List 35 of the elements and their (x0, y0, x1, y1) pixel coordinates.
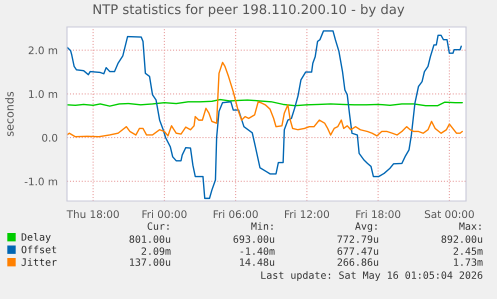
legend-label: Delay (22, 233, 51, 243)
y-tick-label: 0.0 (42, 134, 58, 142)
text: -1.40m (240, 247, 275, 255)
line-series (67, 62, 463, 138)
chart-title: NTP statistics for peer 198.110.200.10 - by day (94, 4, 404, 17)
x-tick-label: Fri 12:00 (285, 210, 330, 218)
y-tick-label: -1.0 m (24, 178, 58, 186)
text: Cur: (148, 222, 169, 230)
text: 892.00u (441, 235, 482, 243)
text: 2.45m (454, 247, 483, 255)
text: 14.48u (240, 258, 274, 266)
x-tick-label: Thu 18:00 (66, 210, 119, 218)
text: 137.00u (130, 258, 170, 266)
text: 772.79u (338, 235, 378, 243)
text: 2.09m (142, 247, 171, 255)
x-tick-label: Sat 00:00 (424, 210, 474, 218)
line-series (67, 30, 462, 200)
text: Max: (459, 222, 481, 230)
x-tick-label: Fri 18:00 (356, 210, 400, 218)
text: 266.86u (338, 258, 378, 266)
text: 693.00u (234, 235, 274, 243)
legend-label: Jitter (22, 258, 57, 266)
text: 801.00u (129, 235, 170, 243)
text: 677.47u (338, 247, 378, 255)
text: Min: (251, 222, 273, 230)
x-tick-label: Fri 06:00 (214, 210, 258, 218)
y-tick-label: 1.0 m (29, 90, 58, 98)
y-tick-label: 2.0 m (28, 46, 58, 54)
legend-label: Offset (22, 246, 56, 254)
y-axis-title: seconds (5, 92, 14, 136)
text: 1.73m (454, 258, 483, 266)
line-series (67, 98, 463, 107)
x-tick-label: Fri 00:00 (142, 210, 187, 218)
text: Avg: (355, 222, 377, 232)
text: Last update: Sat May 16 01:05:04 2026 (261, 271, 482, 281)
